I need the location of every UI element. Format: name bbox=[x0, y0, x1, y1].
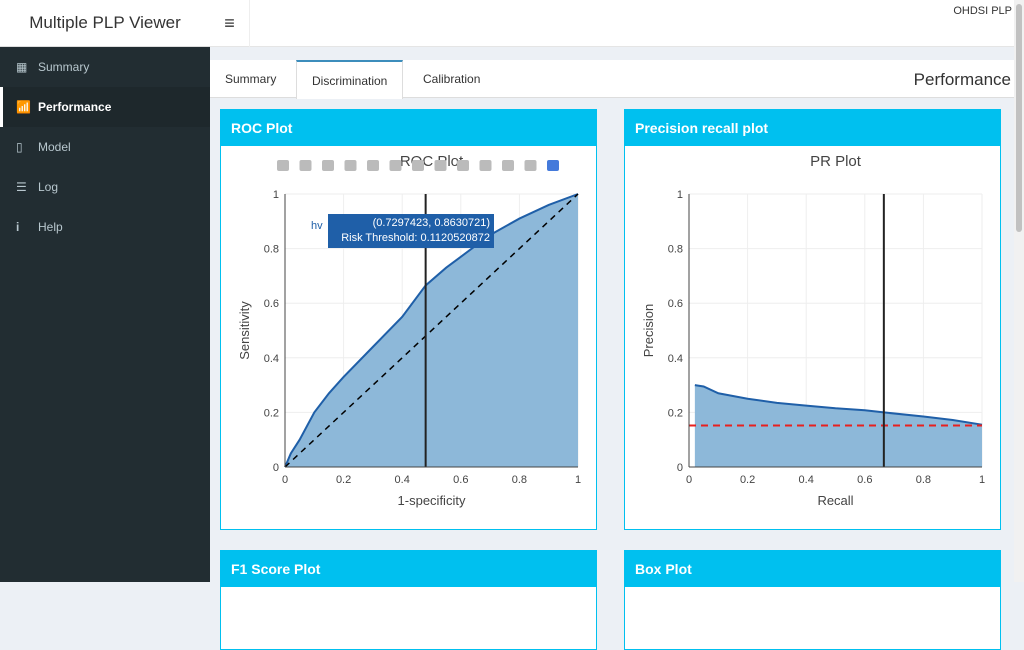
tooltip-trace-label: hv bbox=[311, 220, 323, 232]
y-tick-label: 0 bbox=[677, 462, 683, 474]
lasso-icon[interactable] bbox=[367, 160, 379, 171]
y-tick-label: 0.6 bbox=[668, 298, 683, 310]
tab-calibration[interactable]: Calibration bbox=[423, 72, 481, 86]
box-title: Box Plot bbox=[625, 551, 1000, 587]
list-icon: ☰ bbox=[16, 180, 27, 194]
x-tick-label: 0.4 bbox=[799, 474, 814, 486]
x-tick-label: 0.8 bbox=[512, 474, 527, 486]
tooltip-threshold: Risk Threshold: 0.1120520872 bbox=[341, 232, 490, 244]
roc-plot-box: ROC Plot ROC Plot 0 0 0.2 0.2 0.4 0.4 0.6 0.6 0.8… bbox=[220, 109, 597, 530]
y-tick-label: 1 bbox=[273, 189, 279, 201]
clipboard-icon: ▯ bbox=[16, 140, 23, 154]
x-tick-label: 0.6 bbox=[857, 474, 872, 486]
box-plot-box: Box Plot bbox=[624, 550, 1001, 650]
sidebar-item-log[interactable]: ☰ Log bbox=[0, 167, 210, 207]
x-axis-label: Recall bbox=[817, 493, 853, 508]
diagonal-reference-line bbox=[284, 193, 579, 468]
pr-plot-box: Precision recall plot PR Plot 0 0 0.2 0.2 0.4… bbox=[624, 109, 1001, 530]
reset-icon[interactable] bbox=[457, 160, 469, 171]
bar-chart-icon: 📶 bbox=[16, 100, 31, 114]
roc-chart[interactable]: ROC Plot 00 0.2 0.2 0.4 0.4 0.6 0.6 0.8 0.8 1 1 1-sp… bbox=[221, 146, 596, 529]
series-line bbox=[284, 193, 579, 468]
sidebar-toggle-button[interactable]: ≡ bbox=[210, 0, 250, 47]
sidebar: ▦ Summary 📶 Performance ▯ Model ☰ Log i Help bbox=[0, 47, 210, 582]
tab-summary[interactable]: Summary bbox=[225, 72, 277, 86]
app-title: Multiple PLP Viewer bbox=[0, 0, 210, 47]
series-line bbox=[694, 384, 983, 426]
tab-bar: Summary Discrimination Calibration Perfo… bbox=[210, 60, 1014, 99]
tab-discrimination[interactable]: Discrimination bbox=[296, 60, 404, 99]
scrollbar-thumb[interactable] bbox=[1016, 4, 1022, 232]
x-tick-label: 0.4 bbox=[395, 474, 410, 486]
x-tick-label: 0.2 bbox=[740, 474, 755, 486]
x-tick-label: 0.8 bbox=[916, 474, 931, 486]
x-tick-label: 0 bbox=[686, 474, 692, 486]
box-title: F1 Score Plot bbox=[221, 551, 596, 587]
x-tick-label: 1 bbox=[979, 474, 985, 486]
top-bar: ≡ OHDSI PLP bbox=[210, 0, 1024, 47]
pr-chart[interactable]: PR Plot 00 0.2 0.2 0.4 0.4 0.6 0.6 0.8 0.8 1 1 Recal… bbox=[625, 146, 1000, 529]
sidebar-item-summary[interactable]: ▦ Summary bbox=[0, 47, 210, 87]
sidebar-item-label: Model bbox=[38, 140, 71, 154]
ohdsi-logo: OHDSI PLP bbox=[953, 5, 1012, 17]
sidebar-item-label: Performance bbox=[38, 100, 112, 114]
y-axis-label: Sensitivity bbox=[237, 301, 252, 360]
sidebar-item-label: Help bbox=[38, 220, 63, 234]
spike-icon[interactable] bbox=[479, 160, 492, 171]
main-content: Summary Discrimination Calibration Perfo… bbox=[210, 48, 1014, 650]
box-select-icon[interactable] bbox=[344, 160, 357, 171]
y-tick-label: 0.4 bbox=[668, 353, 683, 365]
autoscale-icon[interactable] bbox=[434, 160, 447, 171]
pan-icon[interactable] bbox=[322, 160, 334, 171]
chart-title: ROC Plot bbox=[400, 153, 464, 170]
sidebar-item-help[interactable]: i Help bbox=[0, 207, 210, 247]
y-tick-label: 0.2 bbox=[264, 407, 279, 419]
table-icon: ▦ bbox=[16, 60, 28, 74]
y-tick-label: 0.8 bbox=[264, 244, 279, 256]
hover-closest-icon[interactable] bbox=[502, 160, 514, 171]
box-title: Precision recall plot bbox=[625, 110, 1000, 146]
sidebar-item-label: Log bbox=[38, 180, 59, 194]
page-scrollbar[interactable] bbox=[1014, 0, 1024, 582]
info-icon: i bbox=[16, 220, 20, 234]
y-axis-label: Precision bbox=[641, 304, 656, 357]
y-tick-label: 0.8 bbox=[668, 244, 683, 256]
camera-icon[interactable] bbox=[277, 160, 289, 171]
x-axis-label: 1-specificity bbox=[398, 493, 466, 508]
x-tick-label: 0.6 bbox=[453, 474, 468, 486]
f1-plot-box: F1 Score Plot bbox=[220, 550, 597, 650]
sidebar-item-model[interactable]: ▯ Model bbox=[0, 127, 210, 167]
y-tick-label: 0.2 bbox=[668, 407, 683, 419]
x-tick-label: 0.2 bbox=[336, 474, 351, 486]
zoom-icon[interactable] bbox=[299, 160, 312, 171]
plotly-logo-icon[interactable] bbox=[547, 160, 559, 171]
x-tick-label: 1 bbox=[575, 474, 581, 486]
box-title: ROC Plot bbox=[221, 110, 596, 146]
y-tick-label: 0 bbox=[273, 462, 279, 474]
x-tick-label: 0 bbox=[282, 474, 288, 486]
sidebar-item-label: Summary bbox=[38, 60, 90, 74]
zoom-in-icon[interactable] bbox=[389, 160, 402, 171]
y-tick-label: 0.6 bbox=[264, 298, 279, 310]
tooltip-coords: (0.7297423, 0.8630721) bbox=[372, 217, 490, 229]
y-tick-label: 1 bbox=[677, 189, 683, 201]
zoom-out-icon[interactable] bbox=[412, 160, 424, 171]
chart-title: PR Plot bbox=[810, 153, 862, 170]
section-title: Performance bbox=[913, 70, 1011, 89]
y-tick-label: 0.4 bbox=[264, 353, 279, 365]
hover-compare-icon[interactable] bbox=[524, 160, 537, 171]
sidebar-item-performance[interactable]: 📶 Performance bbox=[0, 87, 210, 127]
